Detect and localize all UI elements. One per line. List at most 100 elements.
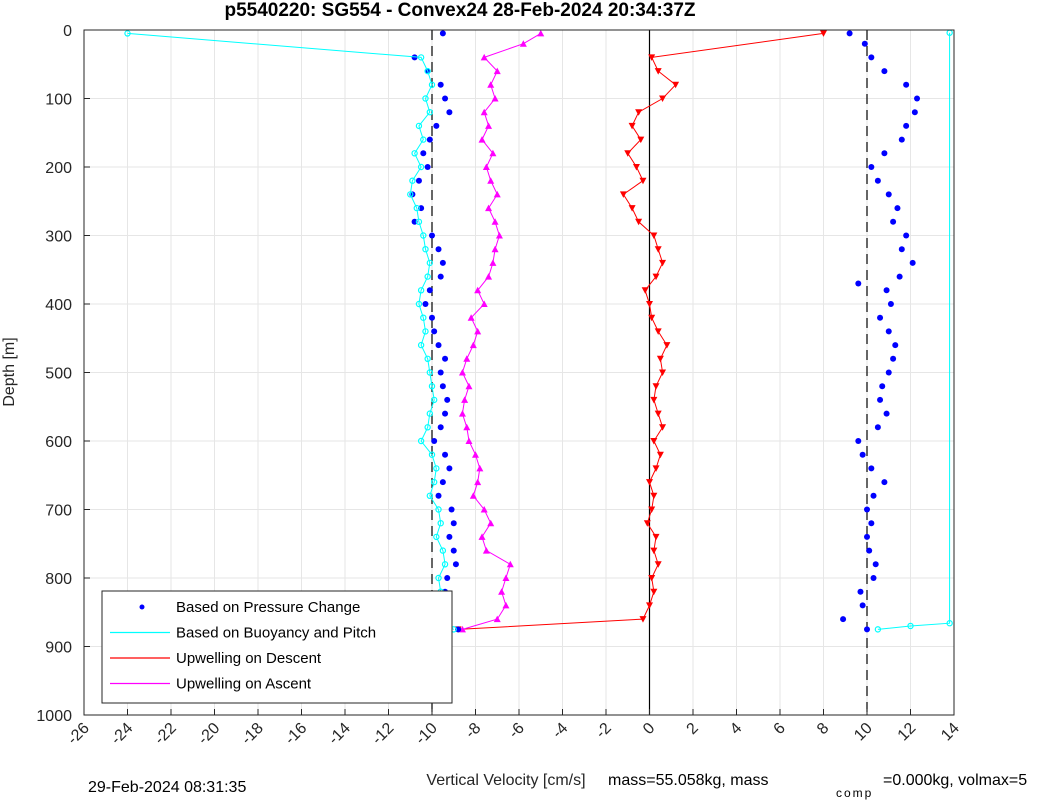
data-point <box>435 342 442 349</box>
data-point <box>498 588 506 595</box>
data-point <box>415 300 423 308</box>
data-point <box>881 150 888 157</box>
x-tick-label: -18 <box>238 720 266 748</box>
data-point <box>896 273 903 280</box>
data-point <box>652 465 660 472</box>
data-point <box>637 136 645 144</box>
data-point <box>450 520 457 527</box>
data-point <box>635 109 643 116</box>
data-point <box>428 81 436 89</box>
data-point <box>439 30 446 37</box>
data-point <box>654 68 662 75</box>
data-point <box>648 506 656 513</box>
data-point <box>439 479 446 486</box>
data-point <box>911 109 918 116</box>
data-point <box>474 286 482 294</box>
data-point <box>437 424 444 431</box>
data-point <box>469 341 477 349</box>
data-point <box>446 109 453 116</box>
data-point <box>417 163 425 171</box>
footer-mass: mass=55.058kg, mass <box>608 772 769 789</box>
data-point <box>864 533 870 540</box>
data-point <box>632 164 640 171</box>
data-point <box>426 287 433 294</box>
data-point <box>628 122 636 130</box>
x-tick-label: 0 <box>640 720 658 738</box>
data-point <box>846 30 853 37</box>
data-point <box>446 533 453 540</box>
data-point <box>857 588 864 595</box>
x-tick-label: -6 <box>506 720 528 742</box>
data-point <box>866 547 873 554</box>
data-point <box>417 287 425 294</box>
data-point <box>437 369 444 376</box>
data-point <box>426 492 434 499</box>
data-point <box>444 575 451 581</box>
data-point <box>491 95 499 102</box>
data-point <box>648 54 656 61</box>
series-line <box>877 32 951 630</box>
data-point <box>461 396 469 403</box>
data-point <box>495 232 503 239</box>
data-point <box>463 355 471 362</box>
data-point <box>439 259 446 266</box>
y-tick-label: 800 <box>45 571 72 588</box>
data-point <box>485 122 493 129</box>
data-point <box>659 369 667 376</box>
series-upwelling-on-descent <box>454 30 827 633</box>
data-point <box>650 492 658 500</box>
data-point <box>643 520 651 527</box>
data-point <box>417 341 425 349</box>
data-point <box>467 314 475 321</box>
data-point <box>502 574 510 581</box>
data-point <box>465 382 473 390</box>
data-point <box>652 273 660 281</box>
data-point <box>506 560 514 568</box>
data-point <box>474 327 482 335</box>
y-tick-label: 400 <box>45 297 72 314</box>
data-point <box>654 561 662 568</box>
data-point <box>855 438 862 444</box>
data-point <box>418 205 425 212</box>
data-point <box>907 622 914 630</box>
data-point <box>883 287 890 294</box>
data-point <box>431 328 438 335</box>
x-tick-label: 8 <box>814 720 832 738</box>
data-point <box>429 232 435 239</box>
data-point <box>493 67 501 75</box>
data-point <box>420 150 427 157</box>
data-point <box>424 67 431 75</box>
data-point <box>442 355 449 362</box>
footer-volmax: =0.000kg, volmax=5 <box>883 772 1027 789</box>
y-axis-label: Depth [m] <box>1 337 18 406</box>
data-point <box>487 81 495 88</box>
data-point <box>646 479 653 486</box>
data-point <box>648 314 656 322</box>
data-point <box>409 177 416 184</box>
data-point <box>659 424 667 431</box>
data-point <box>442 451 449 458</box>
data-point <box>537 29 545 37</box>
legend: Based on Pressure Change Based on Buoyanc… <box>101 590 453 704</box>
data-point <box>654 410 662 418</box>
data-point <box>480 53 488 61</box>
x-tick-label: -14 <box>325 720 353 748</box>
x-tick-label: -12 <box>369 720 397 748</box>
data-point <box>480 108 488 116</box>
data-point <box>433 122 440 129</box>
x-tick-label: 6 <box>771 720 789 738</box>
data-point <box>650 396 658 404</box>
data-point <box>859 451 866 458</box>
y-tick-label: 200 <box>45 160 72 177</box>
series-line <box>461 32 542 630</box>
legend-swatch <box>139 604 145 610</box>
grid <box>83 29 955 716</box>
data-point <box>422 95 429 102</box>
data-point <box>519 40 527 47</box>
data-point <box>877 396 884 403</box>
data-point <box>855 280 862 287</box>
x-tick-label: -2 <box>593 720 615 742</box>
data-point <box>413 204 420 212</box>
data-point <box>879 383 886 390</box>
data-point <box>435 506 442 513</box>
